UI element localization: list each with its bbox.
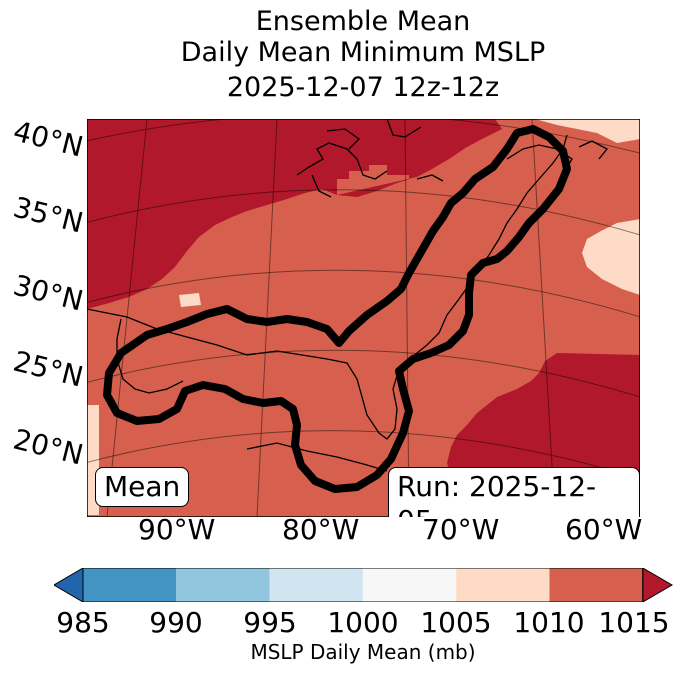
colorbar-label: MSLP Daily Mean (mb) xyxy=(250,640,476,664)
colorbar-tick-1010: 1010 xyxy=(513,606,585,639)
colorbar-segment-1000 xyxy=(362,568,457,602)
colorbar-tick-995: 995 xyxy=(243,606,297,639)
lat-label-40: 40°N xyxy=(10,114,87,164)
title-line-3: 2025-12-07 12z-12z xyxy=(226,72,500,103)
run-date-box: Run: 2025-12-05 xyxy=(388,467,640,517)
lat-label-30: 30°N xyxy=(10,268,87,318)
map-svg xyxy=(87,119,640,517)
field-above-1015-north-step xyxy=(337,165,417,195)
coastlines xyxy=(87,119,608,472)
pressure-contour xyxy=(103,125,571,493)
colorbar-tick-1000: 1000 xyxy=(327,606,399,639)
lon-label-90w: 90°W xyxy=(138,513,216,546)
lat-label-25: 25°N xyxy=(10,344,87,394)
lat-label-20: 20°N xyxy=(10,422,87,472)
pressure-map: Mean Run: 2025-12-05 xyxy=(87,119,640,517)
lon-label-80w: 80°W xyxy=(282,513,360,546)
colorbar-tick-990: 990 xyxy=(149,606,203,639)
lon-label-70w: 70°W xyxy=(422,513,500,546)
field-1005-1010-northeast xyxy=(535,119,640,143)
field-1005-1010-east xyxy=(582,219,640,295)
colorbar-over-extension xyxy=(642,568,673,602)
colorbar-segment-985 xyxy=(83,568,177,602)
colorbar-under-extension xyxy=(54,568,84,602)
member-label-box: Mean xyxy=(95,467,190,507)
colorbar-segment-995 xyxy=(269,568,363,602)
lat-label-35: 35°N xyxy=(10,190,87,240)
lon-label-60w: 60°W xyxy=(565,513,643,546)
colorbar-segment-1010 xyxy=(549,568,643,602)
colorbar-segment-1005 xyxy=(456,568,550,602)
colorbar-tick-985: 985 xyxy=(56,606,110,639)
field-above-1015-north xyxy=(87,119,502,309)
title-line-2: Daily Mean Minimum MSLP xyxy=(180,37,546,68)
colorbar-tick-1005: 1005 xyxy=(420,606,492,639)
title-line-1: Ensemble Mean xyxy=(255,6,471,37)
colorbar xyxy=(54,568,673,602)
field-1005-1010-gulf xyxy=(179,293,201,307)
colorbar-segment-990 xyxy=(176,568,270,602)
colorbar-tick-1015: 1015 xyxy=(598,606,670,639)
